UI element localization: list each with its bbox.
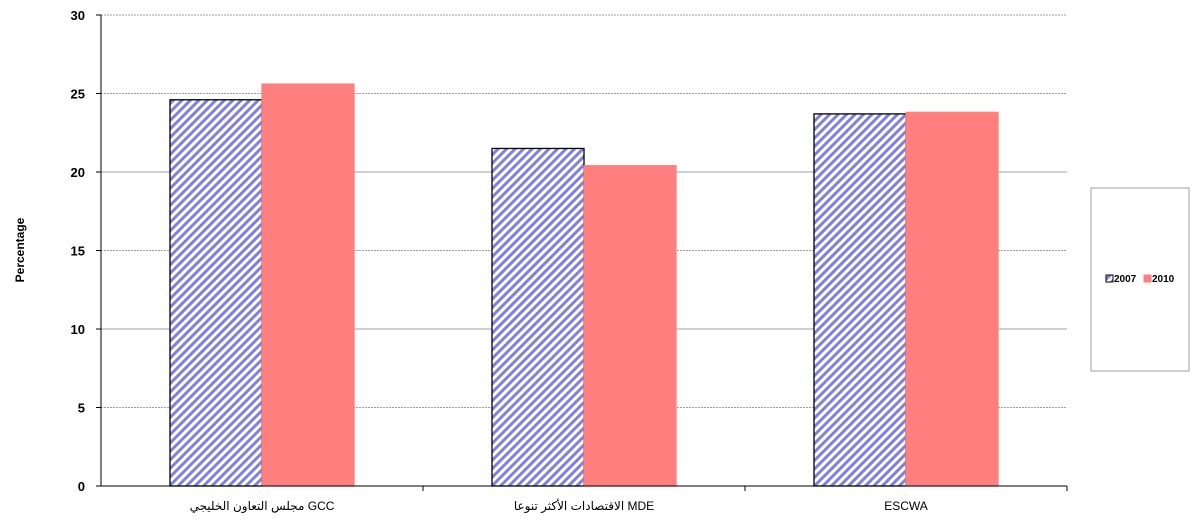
bar-2010 — [905, 111, 999, 487]
legend-swatch-2010 — [1143, 274, 1152, 283]
y-tick-label: 10 — [71, 322, 85, 337]
x-category-label: ESCWA — [884, 499, 928, 513]
bars-group — [169, 83, 999, 487]
y-tick-label: 30 — [71, 8, 85, 23]
bar-2007 — [169, 99, 263, 487]
labels-group: 0 5 10 15 20 25 30 مجلس التعاون الخليجي GCC الاق… — [71, 8, 928, 514]
legend-swatch-2007 — [1105, 274, 1114, 283]
legend: 2007 2010 — [1090, 187, 1190, 372]
bar-2007 — [813, 113, 907, 487]
legend-label-2007: 2007 — [1114, 274, 1137, 285]
legend-label-2010: 2010 — [1152, 274, 1175, 285]
axes — [96, 14, 1068, 491]
bar-2010 — [261, 83, 355, 487]
x-category-label: مجلس التعاون الخليجي GCC — [190, 499, 335, 514]
x-category-label: الاقتصادات الأكثر تنوعا MDE — [514, 498, 654, 514]
y-tick-label: 0 — [78, 479, 85, 494]
y-tick-label: 5 — [78, 401, 85, 416]
bar-2007 — [491, 147, 585, 487]
y-tick-label: 20 — [71, 165, 85, 180]
y-tick-label: 15 — [71, 244, 85, 259]
y-axis-title: Percentage — [13, 217, 27, 282]
bar-2010 — [583, 165, 677, 487]
y-tick-label: 25 — [71, 87, 85, 102]
